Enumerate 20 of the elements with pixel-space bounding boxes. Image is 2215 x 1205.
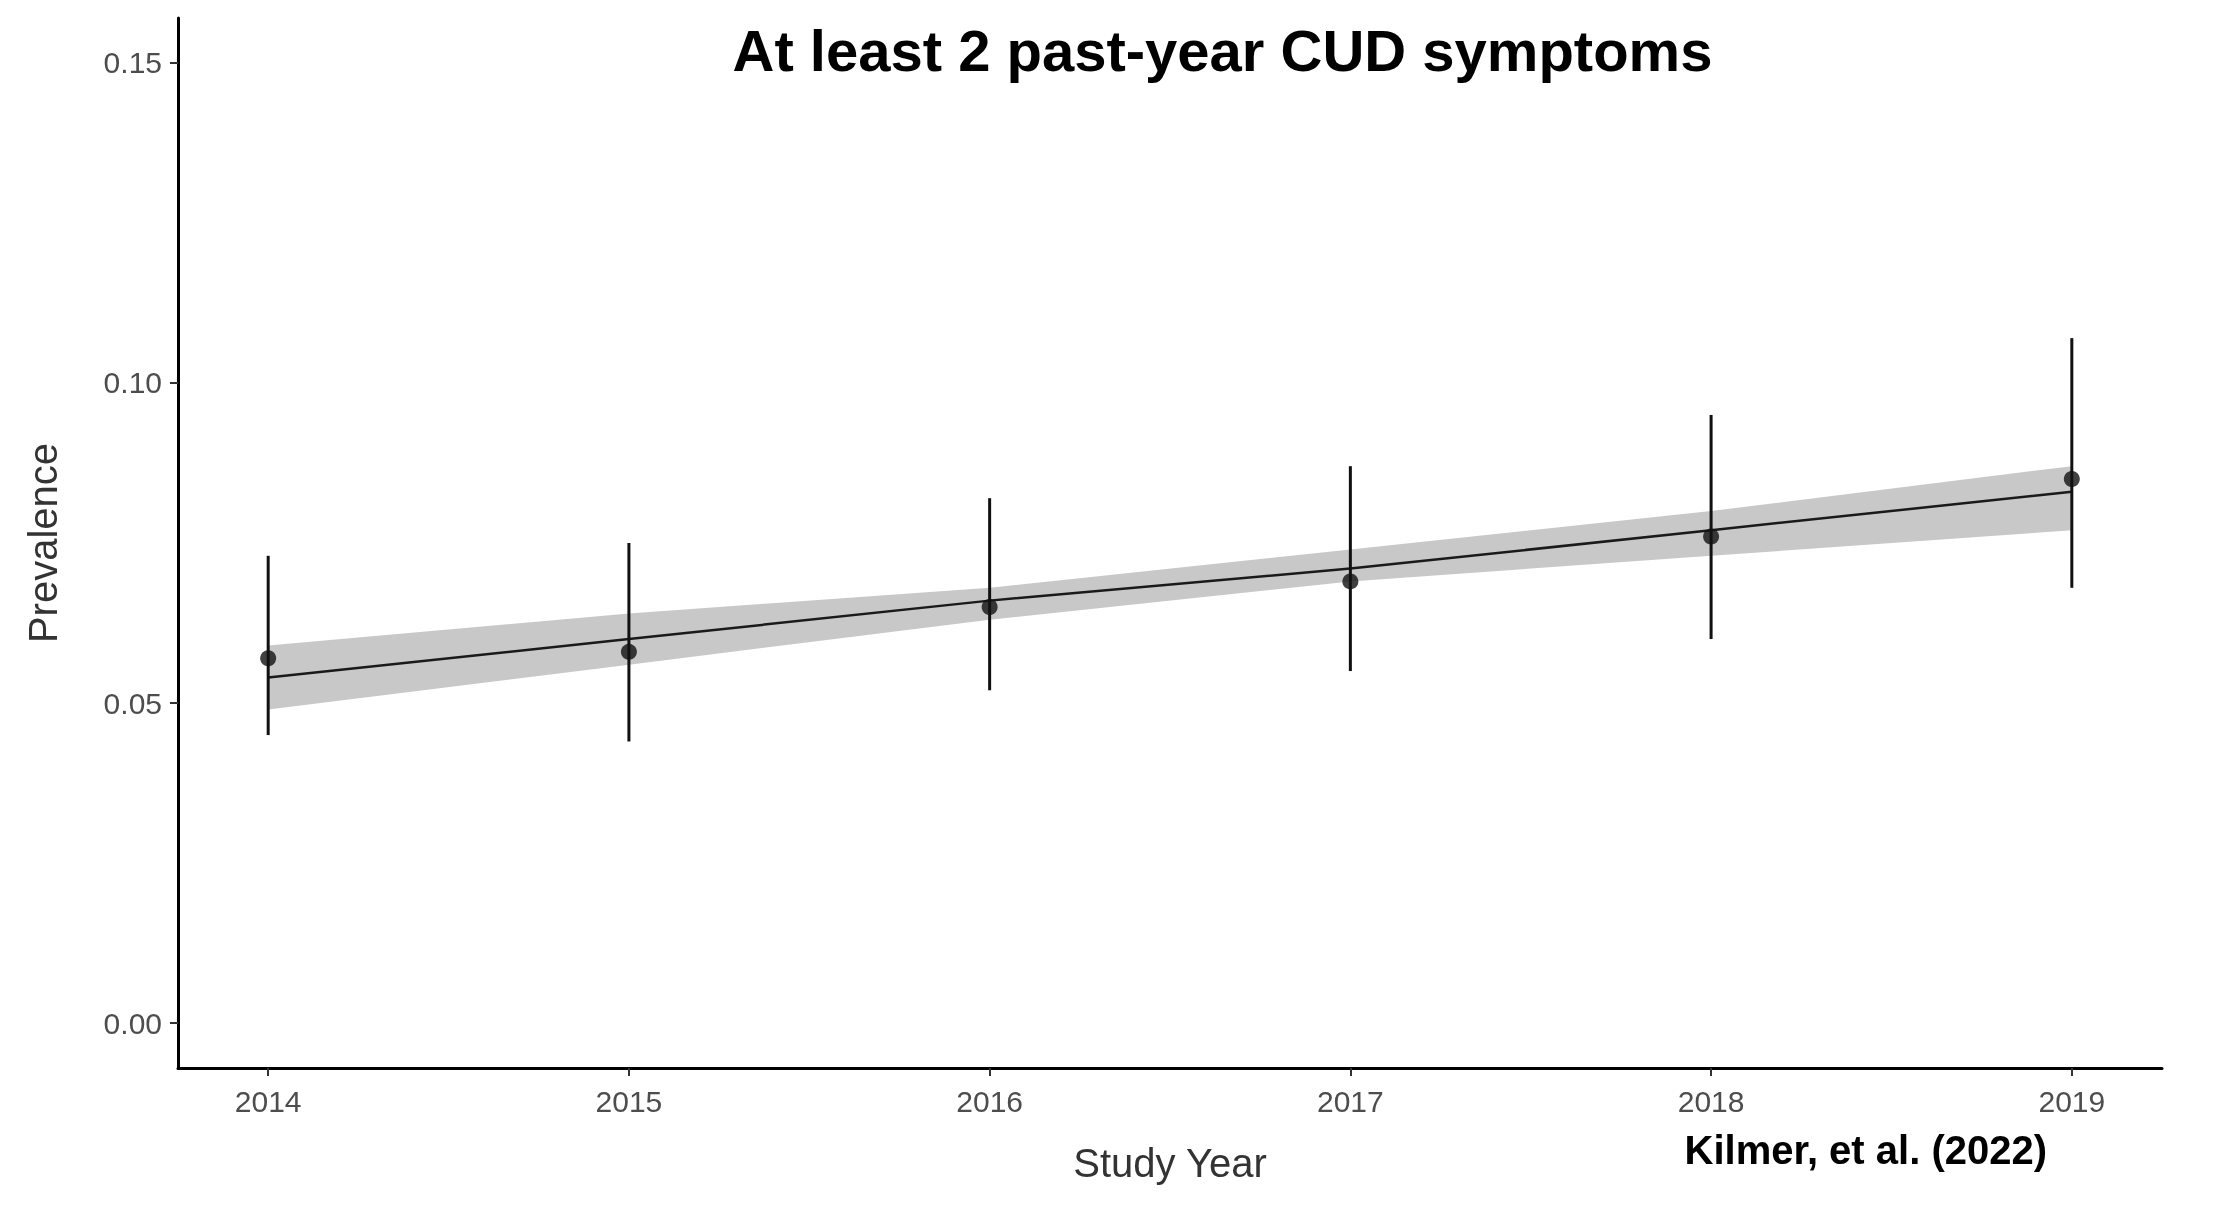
y-axis-title: Prevalence <box>21 442 65 644</box>
x-axis-title: Study Year <box>1073 1141 1267 1185</box>
y-tick-label: 0.00 <box>103 1006 162 1040</box>
text: Kilmer, et al. (2022) <box>1684 1128 2047 1172</box>
point <box>260 650 277 667</box>
x-tick-label: 2019 <box>2038 1084 2106 1118</box>
x-tick-label: 2017 <box>1316 1084 1384 1118</box>
point <box>1342 573 1359 590</box>
x-tick-label: 2018 <box>1677 1084 1745 1118</box>
x-tick-label: 2016 <box>956 1084 1024 1118</box>
y-tick-label: 0.05 <box>103 686 162 720</box>
point <box>1703 528 1720 545</box>
point <box>2063 470 2080 487</box>
x-tick-label: 2015 <box>595 1084 663 1118</box>
y-tick-label: 0.15 <box>103 46 162 80</box>
chart-title: At least 2 past-year CUD symptoms <box>732 17 1713 83</box>
x-tick-label: 2014 <box>234 1084 302 1118</box>
point <box>620 643 637 660</box>
point <box>981 599 998 616</box>
y-tick-label: 0.10 <box>103 366 162 400</box>
